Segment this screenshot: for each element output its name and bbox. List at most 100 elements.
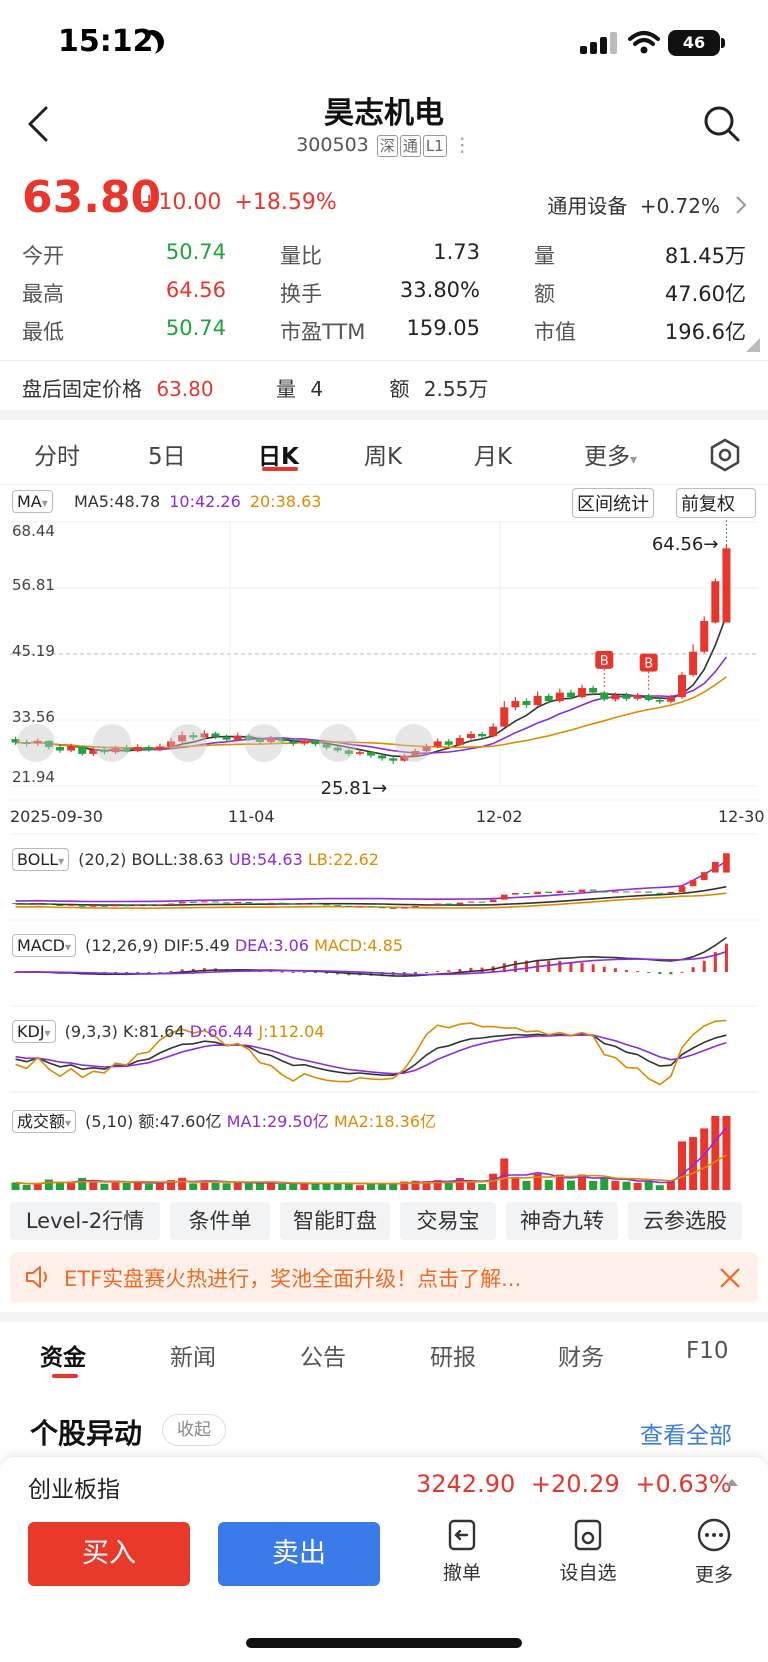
chevron-down-icon: ▾: [65, 1116, 72, 1130]
close-icon[interactable]: [718, 1266, 742, 1290]
boll-candle: [545, 891, 553, 894]
chevron-right-icon[interactable]: [734, 194, 748, 216]
search-icon[interactable]: [702, 104, 742, 144]
add-watchlist-button[interactable]: 设自选: [548, 1518, 628, 1585]
tab-trade-treasure[interactable]: 交易宝: [400, 1202, 496, 1240]
quote-value: 64.56: [165, 278, 226, 302]
back-icon[interactable]: [26, 104, 50, 144]
more-actions-button[interactable]: 更多: [674, 1518, 754, 1587]
buy-button[interactable]: 买入: [28, 1522, 190, 1586]
volume-bar: [566, 1180, 575, 1190]
stock-code-row: 300503 深通 L1 ⋮: [0, 134, 768, 157]
boll-candle: [245, 902, 253, 904]
quote-value: 1.73: [433, 240, 480, 264]
volume-bar: [600, 1178, 609, 1190]
cancel-order-button[interactable]: 撤单: [422, 1518, 502, 1585]
macd-bar: [613, 968, 617, 972]
tab-announcements[interactable]: 公告: [300, 1345, 346, 1371]
kline-chart[interactable]: 68.44 56.81 45.19 33.56 21.94 2025-09-30 11-04…: [0, 486, 768, 1192]
chevron-up-icon[interactable]: [724, 1476, 740, 1488]
boll-candle: [89, 905, 97, 907]
promo-banner[interactable]: ETF实盘赛火热进行，奖池全面升级！点击了解...: [10, 1252, 758, 1302]
tab-magic-nine[interactable]: 神奇九转: [506, 1202, 618, 1240]
sell-button[interactable]: 卖出: [218, 1522, 380, 1586]
macd-bar: [325, 972, 329, 974]
tab-smart-watch[interactable]: 智能盯盘: [280, 1202, 390, 1240]
boll-candle: [578, 889, 586, 892]
cancel-order-label: 撤单: [442, 1562, 481, 1584]
kdj-k: K:81.64: [122, 1022, 185, 1041]
tab-more[interactable]: 更多▾: [584, 437, 637, 471]
boll-selector[interactable]: BOLL▾: [12, 848, 70, 871]
macd-selector[interactable]: MACD▾: [12, 934, 76, 957]
ma-selector[interactable]: MA▾: [12, 490, 53, 513]
tab-daily-k[interactable]: 日K: [258, 444, 299, 470]
last-price: 63.80: [22, 172, 162, 223]
volume-bar: [455, 1178, 464, 1190]
section-gap: [0, 410, 768, 420]
collapse-button[interactable]: 收起: [162, 1414, 226, 1446]
macd-bar: [291, 972, 295, 973]
tab-weekly-k[interactable]: 周K: [364, 444, 403, 470]
tab-stock-picker[interactable]: 云参选股: [628, 1202, 742, 1240]
candle-body: [67, 746, 76, 751]
industry-link[interactable]: 通用设备 +0.72%: [547, 190, 720, 219]
tab-f10[interactable]: F10: [686, 1338, 729, 1364]
chart-nav-button: [17, 724, 55, 762]
level-tag: L1: [422, 135, 447, 157]
more-dots-icon[interactable]: ⋮: [452, 134, 472, 156]
view-all-link[interactable]: 查看全部: [640, 1423, 732, 1449]
tab-conditional-order[interactable]: 条件单: [170, 1202, 270, 1240]
trade-marker: [639, 653, 658, 672]
candle-body: [189, 735, 198, 738]
add-watchlist-label: 设自选: [559, 1562, 617, 1584]
macd-bar: [425, 972, 429, 973]
expand-corner-icon[interactable]: [746, 338, 760, 352]
boll-candle: [634, 891, 641, 893]
candle-body: [278, 738, 287, 742]
tab-news[interactable]: 新闻: [170, 1345, 216, 1371]
volume-ma2: MA2:18.36亿: [333, 1112, 437, 1131]
price-adjust-button[interactable]: 前复权: [676, 488, 756, 518]
tab-research[interactable]: 研报: [430, 1345, 476, 1371]
chart-nav-button: [395, 724, 433, 762]
quote-label: 今开: [22, 244, 64, 268]
chevron-down-icon: ▾: [41, 496, 48, 510]
candle-body: [455, 737, 464, 745]
boll-candle: [500, 894, 508, 900]
candle-body: [344, 750, 353, 754]
tab-level2[interactable]: Level-2行情: [10, 1202, 160, 1240]
tab-monthly-k[interactable]: 月K: [474, 444, 513, 470]
volume-bar: [344, 1182, 353, 1190]
volume-bar: [167, 1180, 176, 1190]
kdj-legend: KDJ▾ (9,3,3) K:81.64 D:66.44 J:112.04: [12, 1020, 324, 1043]
candle-body: [478, 733, 487, 737]
after-hours-vol-label: 量: [275, 377, 296, 401]
settings-hexagon-icon[interactable]: [708, 438, 742, 472]
interval-stats-button[interactable]: 区间统计: [572, 488, 654, 518]
tab-5day[interactable]: 5日: [148, 444, 186, 470]
volume-ma1-line: [15, 1127, 728, 1185]
candle-body: [211, 733, 220, 737]
volume-bar: [311, 1183, 320, 1190]
change-percent: +18.59%: [234, 190, 337, 215]
chevron-down-icon: ▾: [630, 452, 638, 468]
macd-bar: [724, 943, 728, 972]
volume-bar: [466, 1181, 475, 1190]
boll-candle: [478, 901, 486, 903]
volume-selector[interactable]: 成交额▾: [12, 1110, 77, 1133]
quote-row: 今开 50.74 量比 1.73 量 81.45万: [22, 240, 746, 278]
tab-intraday[interactable]: 分时: [34, 444, 80, 470]
volume-bar: [78, 1177, 87, 1190]
volume-params: (5,10): [85, 1112, 134, 1131]
tab-funds[interactable]: 资金: [40, 1345, 86, 1371]
volume-bar: [367, 1183, 375, 1190]
tab-finance[interactable]: 财务: [558, 1345, 604, 1371]
x-tick-label: 12-30: [718, 807, 765, 826]
boll-candle: [367, 906, 375, 908]
macd-bar: [191, 968, 195, 972]
kdj-selector[interactable]: KDJ▾: [12, 1020, 56, 1043]
index-change: +20.29: [530, 1470, 620, 1498]
quote-label: 最高: [22, 282, 64, 306]
volume-bar: [211, 1182, 220, 1190]
